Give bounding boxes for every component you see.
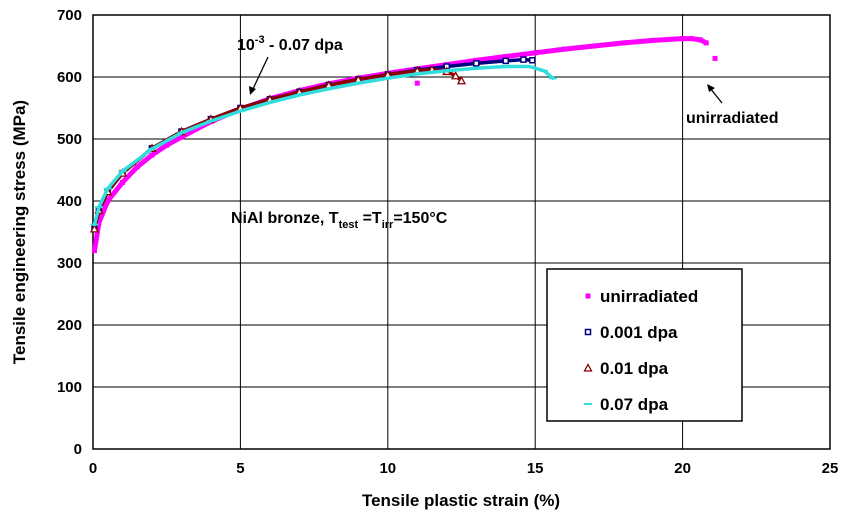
y-tick-label: 200 — [57, 317, 82, 334]
data-point — [533, 50, 538, 55]
y-axis-title: Tensile engineering stress (MPa) — [10, 100, 29, 364]
y-tick-label: 100 — [57, 379, 82, 396]
data-point — [713, 56, 718, 61]
data-point — [704, 40, 709, 45]
dose-range-annotation: 10-3 - 0.07 dpa — [237, 34, 343, 54]
x-tick-label: 15 — [527, 460, 544, 477]
data-point — [135, 164, 140, 169]
data-point — [120, 180, 125, 185]
legend: unirradiated 0.001 dpa 0.01 dpa 0.07 dpa — [547, 269, 742, 421]
legend-marker — [586, 330, 591, 335]
x-tick-label: 5 — [236, 460, 244, 477]
data-point — [415, 81, 420, 86]
data-point — [689, 36, 694, 41]
legend-marker — [586, 294, 591, 299]
data-point — [621, 40, 626, 45]
y-tick-label: 0 — [74, 441, 82, 458]
data-point — [530, 58, 535, 63]
legend-label: 0.001 dpa — [600, 323, 678, 342]
y-tick-label: 600 — [57, 69, 82, 86]
legend-label: 0.01 dpa — [600, 359, 669, 378]
data-point — [92, 248, 97, 253]
data-point — [562, 47, 567, 52]
data-point — [651, 38, 656, 43]
legend-item: unirradiated — [586, 287, 699, 306]
data-point — [149, 153, 154, 158]
unirradiated-annotation: unirradiated — [686, 110, 778, 127]
x-tick-label: 10 — [379, 460, 396, 477]
y-tick-label: 400 — [57, 193, 82, 210]
legend-label: unirradiated — [600, 287, 698, 306]
x-axis-title: Tensile plastic strain (%) — [362, 491, 560, 510]
legend-label: 0.07 dpa — [600, 395, 669, 414]
data-point — [698, 37, 703, 42]
data-point — [503, 58, 508, 63]
data-point — [592, 44, 597, 49]
data-point — [521, 57, 526, 62]
data-point — [474, 61, 479, 66]
x-tick-label: 20 — [674, 460, 691, 477]
y-tick-label: 500 — [57, 131, 82, 148]
data-point — [680, 36, 685, 41]
y-tick-label: 300 — [57, 255, 82, 272]
y-tick-label: 700 — [57, 7, 82, 24]
x-tick-label: 0 — [89, 460, 97, 477]
x-tick-label: 25 — [822, 460, 839, 477]
legend-item: 0.001 dpa — [586, 323, 679, 342]
